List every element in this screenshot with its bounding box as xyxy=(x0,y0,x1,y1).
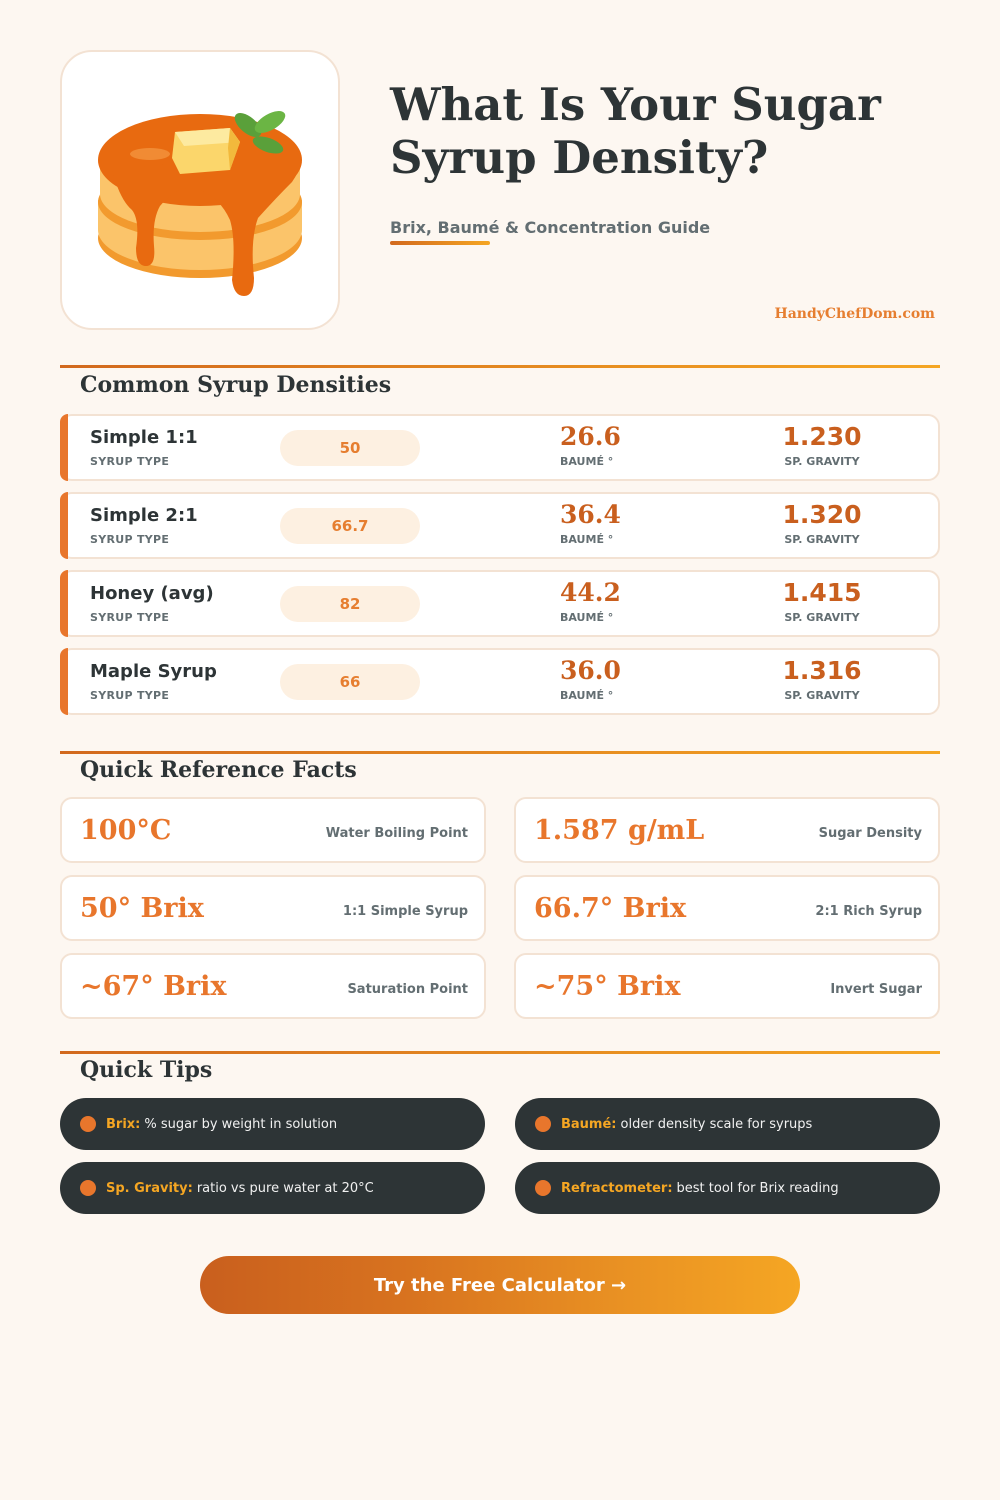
sg-label: SP. GRAVITY xyxy=(784,689,860,702)
baume-value: 44.2 xyxy=(560,578,621,607)
bullet-dot-icon xyxy=(535,1116,551,1132)
fact-card: 100°C Water Boiling Point xyxy=(60,797,486,863)
bullet-dot-icon xyxy=(535,1180,551,1196)
tip-pill: Refractometer: best tool for Brix readin… xyxy=(515,1162,940,1214)
tip-pill: Brix: % sugar by weight in solution xyxy=(60,1098,485,1150)
row-accent-bar xyxy=(60,648,68,715)
fact-card: ~67° Brix Saturation Point xyxy=(60,953,486,1019)
syrup-type-label: SYRUP TYPE xyxy=(90,455,170,468)
specific-gravity: 1.316 SP. GRAVITY xyxy=(762,656,882,702)
fact-label: Water Boiling Point xyxy=(325,825,468,841)
fact-card: ~75° Brix Invert Sugar xyxy=(514,953,940,1019)
facts-grid: 100°C Water Boiling Point 1.587 g/mL Sug… xyxy=(60,797,940,1019)
density-row: Maple Syrup SYRUP TYPE 66 36.0 BAUMÉ ° 1… xyxy=(60,648,940,715)
page-title: What Is Your Sugar Syrup Density? xyxy=(390,78,881,184)
fact-label: 2:1 Rich Syrup xyxy=(815,903,922,919)
brix-badge: 66 xyxy=(280,664,420,700)
try-calculator-button[interactable]: Try the Free Calculator → xyxy=(200,1256,800,1314)
fact-label: Sugar Density xyxy=(818,825,922,841)
baume-label: BAUMÉ ° xyxy=(560,455,614,468)
brand-link[interactable]: HandyChefDom.com xyxy=(774,306,936,322)
baume-label: BAUMÉ ° xyxy=(560,611,614,624)
baume-value: 36.0 xyxy=(560,656,621,685)
fact-value: 66.7° Brix xyxy=(534,892,687,924)
brix-badge: 82 xyxy=(280,586,420,622)
tips-section-title: Quick Tips xyxy=(80,1057,213,1083)
subtitle-underline xyxy=(390,241,490,245)
baume-label: BAUMÉ ° xyxy=(560,533,614,546)
fact-label: Saturation Point xyxy=(347,981,468,997)
sg-value: 1.415 xyxy=(782,578,862,607)
sg-label: SP. GRAVITY xyxy=(784,533,860,546)
densities-list: Simple 1:1 SYRUP TYPE 50 26.6 BAUMÉ ° 1.… xyxy=(60,414,940,726)
baume-label: BAUMÉ ° xyxy=(560,689,614,702)
section-divider xyxy=(60,365,940,368)
tip-term: Baumé: xyxy=(561,1116,617,1132)
specific-gravity: 1.415 SP. GRAVITY xyxy=(762,578,882,624)
fact-value: ~67° Brix xyxy=(80,970,227,1002)
bullet-dot-icon xyxy=(80,1180,96,1196)
brix-badge: 66.7 xyxy=(280,508,420,544)
density-row: Honey (avg) SYRUP TYPE 82 44.2 BAUMÉ ° 1… xyxy=(60,570,940,637)
density-row: Simple 2:1 SYRUP TYPE 66.7 36.4 BAUMÉ ° … xyxy=(60,492,940,559)
brix-badge: 50 xyxy=(280,430,420,466)
syrup-name: Simple 2:1 xyxy=(90,505,198,526)
tips-grid: Brix: % sugar by weight in solution Baum… xyxy=(60,1098,940,1214)
row-accent-bar xyxy=(60,492,68,559)
tip-pill: Sp. Gravity: ratio vs pure water at 20°C xyxy=(60,1162,485,1214)
tip-text: best tool for Brix reading xyxy=(676,1180,839,1196)
tip-term: Refractometer: xyxy=(561,1180,673,1196)
pancake-syrup-icon xyxy=(98,111,302,296)
bullet-dot-icon xyxy=(80,1116,96,1132)
fact-value: 1.587 g/mL xyxy=(534,814,705,846)
fact-label: Invert Sugar xyxy=(830,981,922,997)
row-accent-bar xyxy=(60,570,68,637)
section-divider xyxy=(60,751,940,754)
fact-card: 66.7° Brix 2:1 Rich Syrup xyxy=(514,875,940,941)
row-accent-bar xyxy=(60,414,68,481)
fact-value: 100°C xyxy=(80,814,172,846)
facts-section-title: Quick Reference Facts xyxy=(80,757,357,783)
syrup-name: Honey (avg) xyxy=(90,583,214,604)
tip-term: Brix: xyxy=(106,1116,141,1132)
tip-term: Sp. Gravity: xyxy=(106,1180,193,1196)
page-subtitle: Brix, Baumé & Concentration Guide xyxy=(390,218,711,237)
specific-gravity: 1.230 SP. GRAVITY xyxy=(762,422,882,468)
sg-value: 1.230 xyxy=(782,422,862,451)
densities-section-title: Common Syrup Densities xyxy=(80,372,392,398)
sg-label: SP. GRAVITY xyxy=(784,455,860,468)
syrup-type-label: SYRUP TYPE xyxy=(90,611,170,624)
sg-value: 1.320 xyxy=(782,500,862,529)
syrup-type-label: SYRUP TYPE xyxy=(90,689,170,702)
sg-value: 1.316 xyxy=(782,656,862,685)
specific-gravity: 1.320 SP. GRAVITY xyxy=(762,500,882,546)
tip-pill: Baumé: older density scale for syrups xyxy=(515,1098,940,1150)
syrup-type-label: SYRUP TYPE xyxy=(90,533,170,546)
fact-card: 50° Brix 1:1 Simple Syrup xyxy=(60,875,486,941)
baume-value: 36.4 xyxy=(560,500,621,529)
section-divider xyxy=(60,1051,940,1054)
tip-text: older density scale for syrups xyxy=(620,1116,813,1132)
syrup-name: Simple 1:1 xyxy=(90,427,198,448)
fact-value: ~75° Brix xyxy=(534,970,681,1002)
syrup-name: Maple Syrup xyxy=(90,661,217,682)
density-row: Simple 1:1 SYRUP TYPE 50 26.6 BAUMÉ ° 1.… xyxy=(60,414,940,481)
tip-text: % sugar by weight in solution xyxy=(144,1116,338,1132)
fact-card: 1.587 g/mL Sugar Density xyxy=(514,797,940,863)
sg-label: SP. GRAVITY xyxy=(784,611,860,624)
hero-image-card xyxy=(60,50,340,330)
tip-text: ratio vs pure water at 20°C xyxy=(196,1180,374,1196)
fact-value: 50° Brix xyxy=(80,892,204,924)
fact-label: 1:1 Simple Syrup xyxy=(342,903,468,919)
baume-value: 26.6 xyxy=(560,422,621,451)
